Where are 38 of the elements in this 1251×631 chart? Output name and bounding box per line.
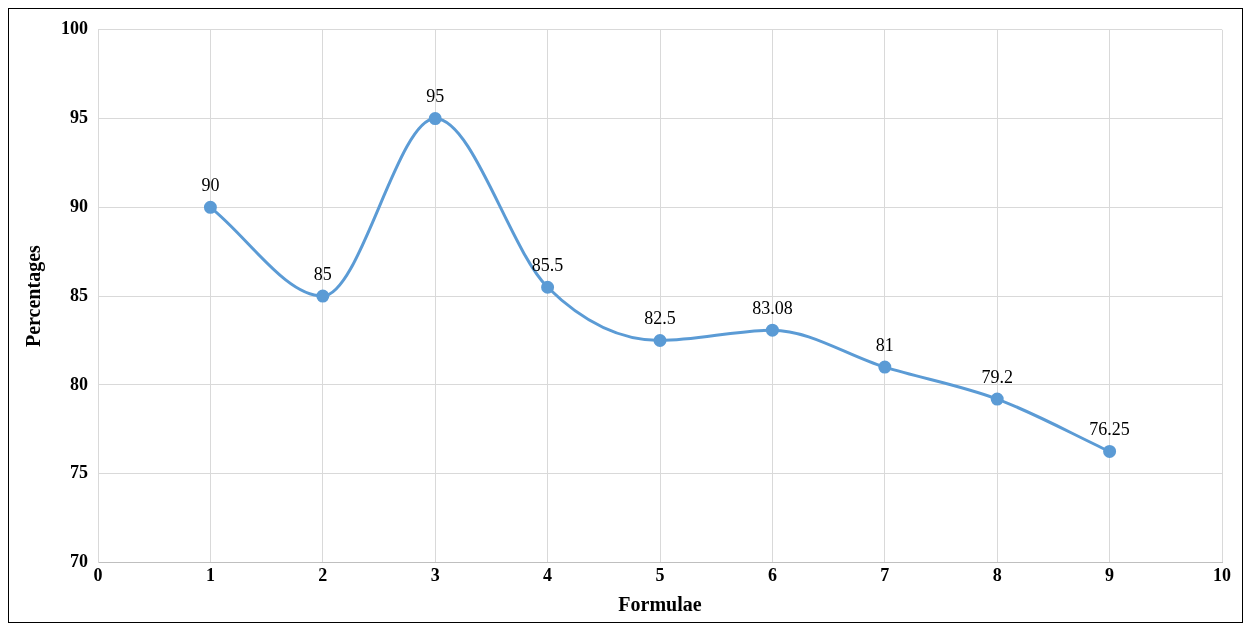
point — [878, 360, 892, 374]
y-tick-label: 85 — [70, 284, 88, 305]
data-label: 85 — [313, 263, 332, 284]
y-tick-label: 95 — [70, 107, 88, 128]
x-tick-label: 6 — [767, 564, 777, 585]
data-label: 85.5 — [531, 254, 564, 275]
x-tick-label: 1 — [205, 564, 215, 585]
x-tick-label: 7 — [880, 564, 890, 585]
x-tick-label: 2 — [318, 564, 328, 585]
y-tick-label: 90 — [70, 195, 88, 216]
x-axis-title: Formulae — [618, 593, 702, 616]
data-label: 83.08 — [752, 297, 793, 318]
point — [203, 200, 217, 214]
point — [653, 333, 667, 347]
data-label: 82.5 — [644, 308, 676, 329]
point — [990, 392, 1004, 406]
data-label: 76.25 — [1089, 419, 1130, 440]
x-tick-label: 4 — [543, 564, 553, 585]
point — [316, 289, 330, 303]
x-tick-label: 0 — [93, 564, 103, 585]
x-tick-label: 3 — [430, 564, 440, 585]
data-label: 95 — [426, 86, 445, 107]
y-tick-label: 70 — [70, 551, 88, 572]
x-tick-label: 9 — [1105, 564, 1115, 585]
data-label: 79.2 — [981, 366, 1013, 387]
data-label: 81 — [875, 334, 894, 355]
data-label: 90 — [201, 175, 220, 196]
x-tick-label: 10 — [1213, 564, 1231, 585]
point — [428, 112, 442, 126]
x-tick-label: 8 — [992, 564, 1002, 585]
y-axis-title: Percentages — [22, 244, 46, 348]
y-tick-label: 100 — [61, 18, 88, 39]
y-tick-label: 80 — [70, 373, 88, 394]
x-tick-label: 5 — [655, 564, 665, 585]
point — [765, 323, 779, 337]
point — [1103, 444, 1117, 458]
point — [541, 280, 555, 294]
y-tick-label: 75 — [70, 462, 88, 483]
